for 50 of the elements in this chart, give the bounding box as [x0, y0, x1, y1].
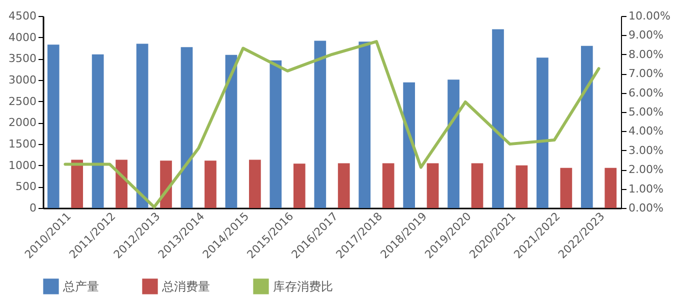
bar — [580, 46, 593, 208]
y2-tick-label: 7.00% — [628, 67, 664, 80]
y-tick-label: 2500 — [8, 94, 36, 108]
bar — [516, 165, 528, 208]
y2-tick-label: 6.00% — [628, 86, 664, 100]
bar — [560, 168, 572, 208]
y-tick-label: 1000 — [8, 158, 36, 172]
bar — [471, 163, 484, 208]
bar — [136, 44, 148, 208]
y-tick-label: 3500 — [8, 52, 36, 66]
bar — [604, 168, 617, 208]
y-tick-label: 4000 — [8, 30, 36, 44]
bar — [358, 42, 371, 208]
bar — [225, 54, 238, 208]
y-tick-label: 3000 — [8, 74, 36, 86]
y2-tick-label: 0.00% — [628, 202, 664, 214]
bar — [92, 54, 104, 208]
y2-tick-label: 8.00% — [628, 48, 664, 61]
bar — [116, 160, 128, 208]
y-tick-label: 4500 — [8, 10, 36, 22]
bar — [338, 163, 350, 208]
bar — [204, 160, 216, 208]
bar — [426, 163, 439, 208]
bar — [536, 58, 548, 208]
bar — [180, 47, 193, 208]
bar — [314, 40, 326, 208]
bar — [382, 163, 394, 208]
y2-tick-label: 3.00% — [628, 144, 664, 157]
legend-label: 总消费量 — [161, 279, 210, 294]
bar — [492, 29, 504, 208]
y-tick-label: 2000 — [8, 116, 36, 130]
y2-tick-label: 4.00% — [628, 124, 664, 138]
y2-tick-label: 2.00% — [628, 163, 664, 176]
line-series — [64, 40, 600, 209]
y-tick-label: 1500 — [8, 138, 36, 150]
y2-tick-label: 9.00% — [628, 28, 664, 42]
bar — [71, 160, 84, 208]
bar — [249, 160, 261, 208]
y2-tick-label: 1.00% — [628, 182, 664, 196]
y2-tick-label: 10.00% — [628, 10, 670, 22]
y-tick-label: 0 — [30, 202, 36, 214]
bar — [293, 164, 306, 208]
y2-tick-label: 5.00% — [628, 106, 664, 118]
legend-label: 库存消费比 — [273, 279, 333, 294]
bar — [47, 44, 60, 208]
y-tick-label: 500 — [16, 180, 36, 194]
legend-label: 总产量 — [62, 279, 99, 294]
bar — [270, 60, 282, 208]
bar — [448, 80, 460, 208]
bar — [403, 82, 415, 208]
